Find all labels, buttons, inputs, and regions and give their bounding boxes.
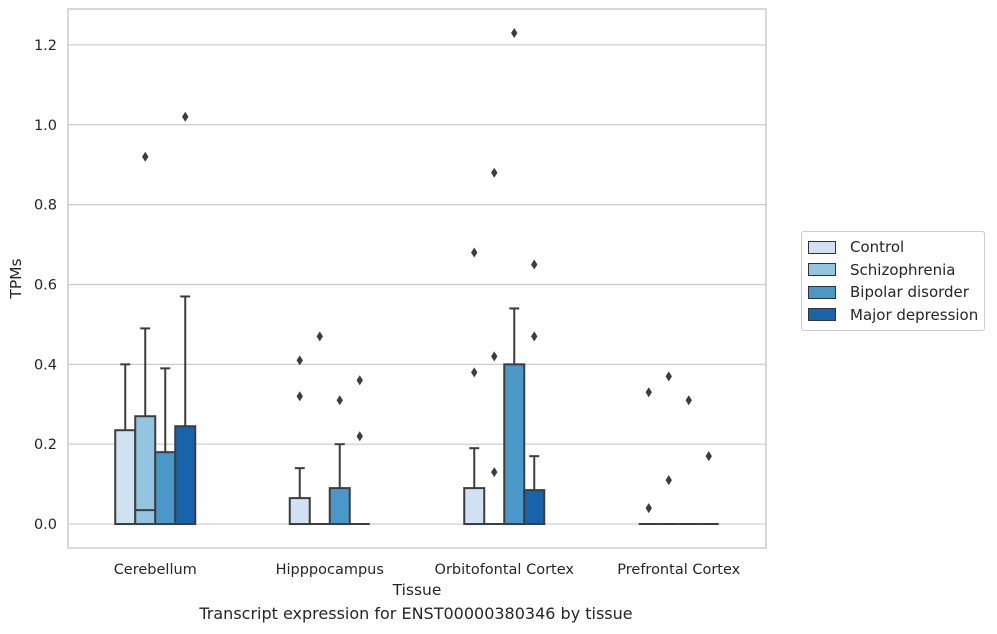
box-control bbox=[463, 247, 486, 526]
y-axis-ticks: 0.0 0.2 0.4 0.6 0.8 1.0 1.2 bbox=[34, 38, 57, 533]
outlier-point bbox=[491, 351, 498, 362]
y-tick-label: 0.4 bbox=[34, 357, 57, 373]
legend-item: Bipolar disorder bbox=[808, 281, 984, 304]
outlier-point bbox=[645, 387, 652, 398]
outlier-point bbox=[645, 503, 652, 514]
x-tick-label: Orbitofontal Cortex bbox=[435, 562, 575, 578]
box-schizophrenia bbox=[134, 151, 157, 526]
outlier-point bbox=[685, 395, 692, 406]
outlier-point bbox=[296, 391, 303, 402]
legend-label: Schizophrenia bbox=[850, 260, 956, 279]
legend-item: Schizophrenia bbox=[808, 259, 984, 282]
box-major-depression bbox=[523, 259, 546, 526]
box-control bbox=[114, 363, 137, 526]
box-bipolar-disorder bbox=[678, 395, 699, 526]
legend-item: Major depression bbox=[808, 304, 984, 327]
legend-swatch bbox=[808, 263, 836, 277]
plot-frame bbox=[67, 8, 767, 549]
outlier-point bbox=[511, 27, 518, 38]
x-tick-label: Hipppocampus bbox=[276, 562, 384, 578]
boxes bbox=[114, 27, 719, 526]
box-body bbox=[114, 429, 137, 526]
x-axis-ticks: Cerebellum Hipppocampus Orbitofontal Corte… bbox=[114, 562, 741, 578]
outlier-point bbox=[531, 259, 538, 270]
outlier-point bbox=[705, 451, 712, 462]
outlier-point bbox=[665, 475, 672, 486]
outlier-point bbox=[316, 331, 323, 342]
box-bipolar-disorder bbox=[503, 27, 526, 526]
box-body bbox=[154, 451, 177, 526]
outlier-point bbox=[665, 371, 672, 382]
outlier-point bbox=[356, 431, 363, 442]
x-tick-label: Prefrontal Cortex bbox=[617, 562, 740, 578]
y-tick-label: 0.0 bbox=[34, 517, 57, 533]
y-tick-label: 0.6 bbox=[34, 277, 57, 293]
outlier-point bbox=[531, 331, 538, 342]
outlier-point bbox=[142, 151, 149, 162]
box-body bbox=[328, 487, 351, 526]
outlier-point bbox=[356, 375, 363, 386]
x-axis-label: Tissue bbox=[392, 581, 442, 599]
outlier-point bbox=[296, 355, 303, 366]
box-body bbox=[503, 363, 526, 526]
box-schizophrenia bbox=[484, 167, 505, 526]
x-tick-label: Cerebellum bbox=[114, 562, 197, 578]
box-body bbox=[463, 487, 486, 526]
box-body bbox=[523, 489, 546, 526]
legend-label: Major depression bbox=[850, 305, 979, 324]
box-body bbox=[288, 497, 311, 526]
chart-caption: Transcript expression for ENST0000038034… bbox=[199, 604, 633, 623]
legend-swatch bbox=[808, 240, 836, 254]
y-tick-label: 1.2 bbox=[34, 38, 57, 54]
outlier-point bbox=[471, 367, 478, 378]
outlier-point bbox=[336, 395, 343, 406]
outlier-point bbox=[491, 467, 498, 478]
box-major-depression bbox=[698, 451, 719, 526]
y-tick-label: 1.0 bbox=[34, 118, 57, 134]
box-bipolar-disorder bbox=[328, 395, 351, 526]
outlier-point bbox=[491, 167, 498, 178]
box-schizophrenia bbox=[658, 371, 679, 526]
legend-swatch bbox=[808, 285, 836, 299]
outlier-point bbox=[182, 111, 189, 122]
legend: Control Schizophrenia Bipolar disorder Majo… bbox=[801, 231, 985, 331]
box-schizophrenia bbox=[309, 331, 330, 526]
outlier-point bbox=[471, 247, 478, 258]
legend-label: Control bbox=[850, 238, 905, 257]
legend-label: Bipolar disorder bbox=[850, 283, 969, 302]
y-tick-label: 0.8 bbox=[34, 198, 57, 214]
box-control bbox=[288, 355, 311, 526]
box-bipolar-disorder bbox=[154, 367, 177, 526]
y-tick-label: 0.2 bbox=[34, 437, 57, 453]
box-control bbox=[638, 387, 659, 526]
box-body bbox=[174, 425, 197, 526]
box-major-depression bbox=[349, 375, 370, 526]
box-body bbox=[134, 415, 157, 526]
y-axis-label: TPMs bbox=[7, 258, 25, 299]
legend-swatch bbox=[808, 308, 836, 322]
box-major-depression bbox=[174, 111, 197, 526]
legend-item: Control bbox=[808, 236, 984, 259]
